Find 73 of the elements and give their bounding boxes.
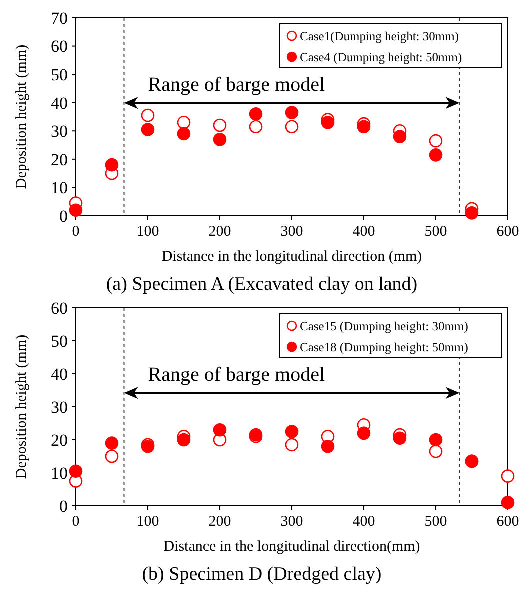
y-tick-label: 30 [51,122,68,142]
point [285,120,299,134]
point [321,440,335,454]
point [249,120,263,134]
point [105,158,119,172]
annotation: Range of barge model [148,74,326,96]
text: (a) Specimen A (Excavated clay on land) [106,274,418,295]
x-tick-label: 500 [424,514,448,530]
point [285,106,299,120]
point [429,134,443,148]
x-tick-label: 100 [136,224,160,240]
point [213,132,227,146]
y-tick-label: 40 [51,94,68,113]
point [213,423,227,437]
point [177,127,191,141]
x-tick-label: 100 [136,514,160,530]
x-tick-label: 200 [208,514,232,530]
point [285,425,299,438]
x-tick-label: 600 [496,514,520,530]
point [213,118,227,132]
x-tick-label: 500 [424,224,448,240]
y-tick-label: 60 [51,298,68,318]
x-tick-label: 400 [352,514,376,530]
annotation: Range of barge model [148,364,326,386]
point [177,116,191,130]
point [357,426,371,440]
point [105,436,119,450]
y-tick-label: 60 [51,37,68,56]
x-tick-label: 0 [72,514,80,530]
x-axis-title: Distance in the longitudinal direction (mm) [162,249,422,265]
legend-label: Case15 (Dumping height: 30mm) [300,319,468,334]
y-axis-title: Deposition height (mm) [14,334,30,480]
x-axis-title: Distance in the longitudinal direction(mm) [164,539,420,555]
legend-label: Case1(Dumping height: 30mm) [300,29,460,44]
x-tick-label: 300 [280,224,304,240]
y-tick-label: 20 [51,430,68,450]
point [69,464,83,478]
point [177,433,191,447]
point [429,444,443,458]
y-tick-label: 50 [51,332,68,351]
x-tick-label: 300 [280,514,304,530]
y-axis-title: Deposition height (mm) [14,44,30,190]
x-tick-label: 600 [496,224,520,240]
point [321,116,335,130]
y-tick-label: 0 [60,496,68,516]
x-tick-label: 200 [208,224,232,240]
point [69,204,83,217]
point [357,120,371,134]
legend-label: Case18 (Dumping height: 50mm) [300,340,468,354]
point [105,450,119,464]
legend-label: Case4 (Dumping height: 50mm) [300,50,462,64]
y-tick-label: 10 [51,464,68,483]
point [285,438,299,452]
point [501,496,515,510]
point [393,432,407,445]
point [429,433,443,447]
point [141,123,155,136]
y-tick-label: 40 [51,364,68,384]
point [501,470,515,483]
y-tick-label: 30 [51,398,68,417]
y-tick-label: 70 [51,8,68,28]
x-tick-label: 0 [72,224,80,240]
point [141,108,155,122]
x-tick-label: 400 [352,224,376,240]
y-tick-label: 20 [51,150,68,170]
point [429,148,443,162]
point [465,206,479,220]
y-tick-label: 50 [51,66,68,85]
point [393,130,407,144]
point [249,108,263,121]
y-tick-label: 10 [51,178,68,198]
y-tick-label: 0 [60,206,68,226]
text: (b) Specimen D (Dredged clay) [142,564,382,585]
